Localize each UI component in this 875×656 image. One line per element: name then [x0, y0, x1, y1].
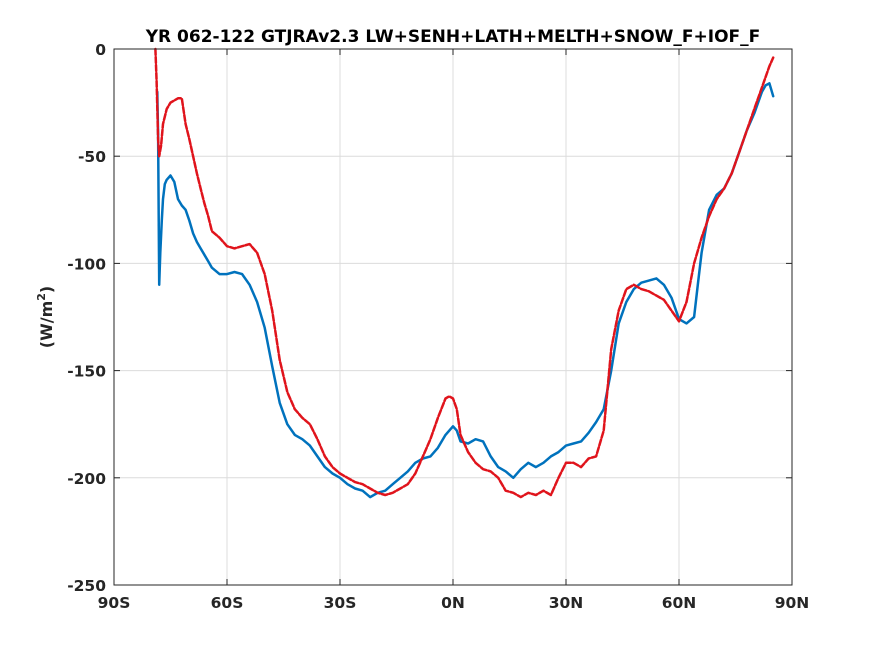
x-tick-label: 30S — [324, 594, 357, 612]
y-tick-label: 0 — [95, 41, 106, 59]
x-tick-label: 0N — [441, 594, 465, 612]
series-layer — [154, 47, 775, 499]
x-axis-ticks: 90S 60S 30S 0N 30N 60N 90N — [98, 49, 810, 612]
y-axis-label-superscript: 2 — [35, 293, 48, 301]
x-tick-label: 60N — [662, 594, 697, 612]
y-tick-label: -100 — [67, 255, 106, 273]
y-tick-label: -200 — [67, 470, 106, 488]
x-tick-label: 30N — [549, 594, 584, 612]
x-tick-label: 60S — [211, 594, 244, 612]
chart-title: YR 062-122 GTJRAv2.3 LW+SENH+LATH+MELTH+… — [145, 27, 761, 47]
y-axis-label: (W/m2) — [35, 286, 56, 348]
series-line-1 — [156, 82, 775, 499]
y-tick-label: -250 — [67, 577, 106, 595]
y-axis-ticks: -250 -200 -150 -100 -50 0 — [67, 41, 792, 595]
y-tick-label: -150 — [67, 363, 106, 381]
y-axis-label-close: ) — [37, 286, 56, 293]
y-tick-label: -50 — [78, 148, 106, 166]
x-tick-label: 90N — [775, 594, 810, 612]
y-axis-label-main: (W/m — [37, 301, 56, 348]
series-line-2 — [154, 47, 775, 499]
x-tick-label: 90S — [98, 594, 131, 612]
